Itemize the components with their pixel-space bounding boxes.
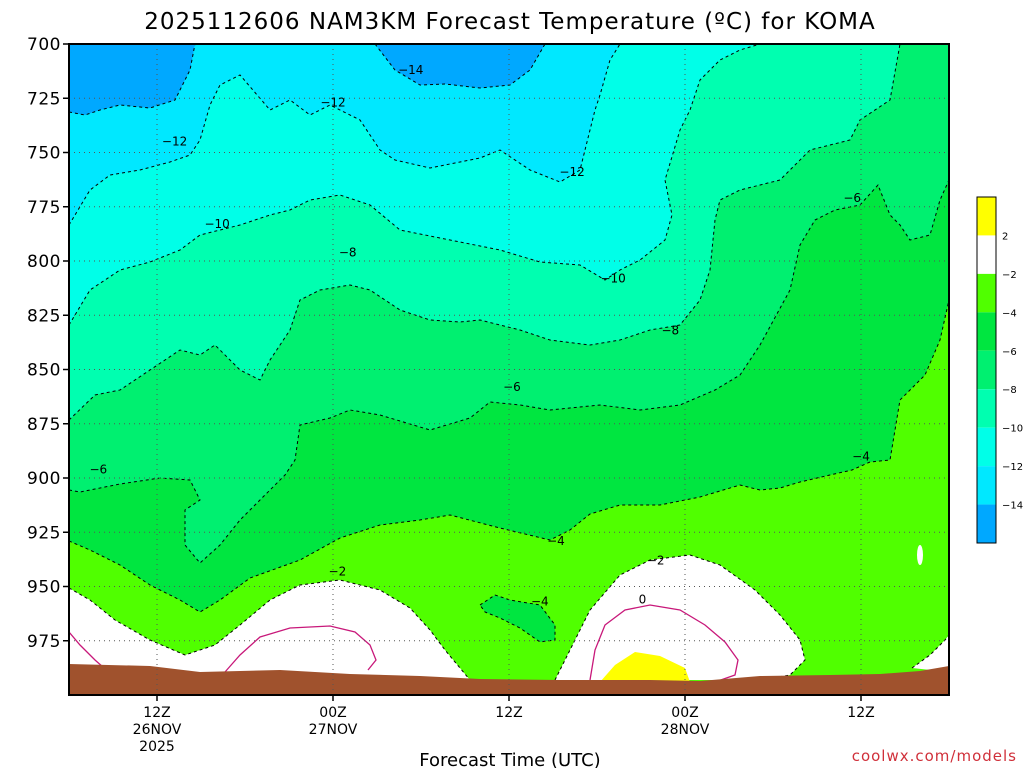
x-tick-label: 12Z [847, 705, 874, 721]
x-axis-title: Forecast Time (UTC) [419, 750, 600, 768]
legend-swatch [977, 235, 996, 274]
y-tick-label: 875 [27, 415, 61, 435]
legend-label: −2 [1002, 270, 1017, 281]
legend-swatch [977, 504, 996, 543]
legend-label: −12 [1002, 462, 1023, 473]
legend-label: −14 [1002, 501, 1023, 512]
cold-pocket-left [69, 44, 195, 115]
y-tick-label: 850 [27, 361, 61, 381]
credit-text: coolwx.com/models [852, 747, 1017, 765]
y-tick-label: 800 [27, 252, 61, 272]
legend-swatch [977, 273, 996, 313]
legend-swatch [977, 312, 996, 351]
y-tick-label: 900 [27, 469, 61, 489]
band-above-zero [600, 652, 690, 682]
contour-minus10 [69, 44, 761, 326]
legend-swatch [977, 389, 996, 428]
band-minus14-to-minus12 [69, 44, 620, 225]
legend-swatch [977, 427, 996, 467]
legend-label: 2 [1002, 231, 1008, 242]
zero-contour-right [589, 604, 739, 683]
contour-labels: −14 −12 −12 −12 −10 −10 −8 −8 −6 −6 −6 −4 −4 −4 −2 −2 0 [89, 63, 869, 609]
y-tick-label: 975 [27, 632, 61, 652]
y-axis: 700 725 750 775 800 825 850 875 900 925 950 975 [27, 35, 69, 652]
y-tick-label: 750 [27, 144, 61, 164]
contour-label: −2 [647, 553, 665, 567]
contour-label: −6 [843, 191, 861, 205]
x-tick-label: 2025 [139, 739, 175, 755]
x-tick-label: 27NOV [309, 722, 358, 738]
contour-minus2-middle [554, 554, 806, 681]
y-tick-label: 775 [27, 198, 61, 218]
x-tick-label: 12Z [143, 705, 170, 721]
contour-label: 0 [639, 593, 647, 607]
contour-minus14 [69, 44, 546, 116]
legend-label: −6 [1002, 347, 1017, 358]
warm-patch-950 [480, 595, 555, 642]
contour-minus12 [69, 44, 621, 226]
contour-label: −4 [852, 449, 870, 463]
contour-label: −8 [661, 323, 679, 337]
cold-pocket-middle [375, 44, 545, 88]
legend-label: −8 [1002, 385, 1017, 396]
contour-label: −4 [531, 595, 549, 609]
contour-label: −6 [89, 462, 107, 476]
band-near-zero-left [69, 580, 470, 680]
contour-minus2-right [911, 634, 949, 669]
contour-minus4 [69, 299, 949, 613]
contour-minus6 [69, 179, 949, 564]
x-tick-label: 12Z [495, 705, 522, 721]
contour-label: −2 [329, 564, 347, 578]
y-tick-label: 700 [27, 35, 61, 55]
x-tick-label: 00Z [319, 705, 346, 721]
band-near-zero-middle [555, 555, 805, 680]
x-tick-label: 00Z [671, 705, 698, 721]
y-tick-label: 925 [27, 523, 61, 543]
contour-minus2-left [69, 579, 471, 681]
legend-swatch [977, 197, 996, 236]
contour-label: −12 [320, 96, 345, 110]
contour-minus4-patch [479, 594, 556, 643]
y-tick-label: 950 [27, 578, 61, 598]
contour-label: −6 [503, 380, 521, 394]
contour-label: −12 [559, 165, 584, 179]
legend-swatch [977, 350, 996, 390]
contour-minus8 [69, 44, 901, 421]
x-tick-label: 26NOV [133, 722, 182, 738]
contour-label: −4 [547, 534, 565, 548]
legend-label: −4 [1002, 308, 1017, 319]
y-tick-label: 825 [27, 306, 61, 326]
legend-frame [976, 196, 997, 544]
y-tick-label: 725 [27, 89, 61, 109]
contour-label: −10 [600, 271, 625, 285]
legend-swatch [977, 466, 996, 505]
chart-title: 2025112606 NAM3KM Forecast Temperature (… [144, 9, 876, 35]
contour-label: −12 [162, 135, 187, 149]
legend: 2 −2 −4 −6 −8 −10 −12 −14 [976, 196, 1023, 544]
contour-label: −10 [204, 217, 229, 231]
contour-label: −14 [398, 63, 423, 77]
legend-label: −10 [1002, 424, 1023, 435]
contour-label: −8 [339, 245, 357, 259]
small-white-cell [917, 545, 923, 565]
x-tick-label: 28NOV [661, 722, 710, 738]
band-near-zero-right [912, 635, 949, 672]
